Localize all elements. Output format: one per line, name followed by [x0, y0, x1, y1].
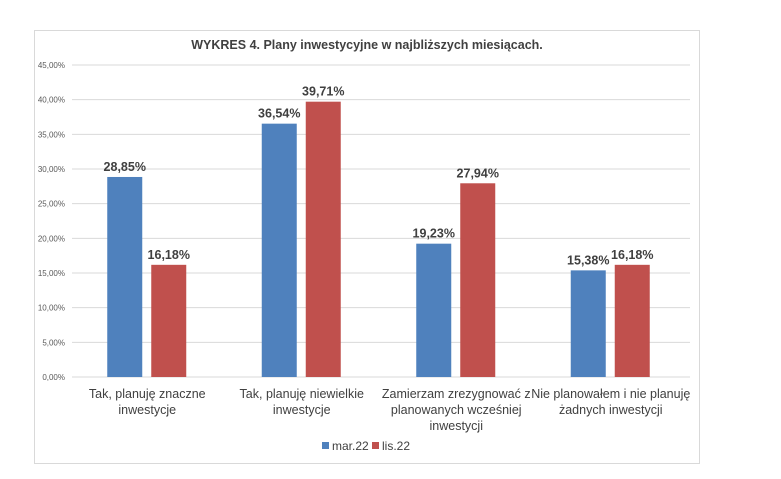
y-tick-label: 20,00%: [38, 234, 65, 243]
y-tick-label: 25,00%: [38, 200, 65, 209]
bar-mar.22: [107, 176, 143, 377]
y-tick-label: 0,00%: [42, 373, 65, 382]
chart-border: [34, 30, 700, 464]
data-label: 16,18%: [148, 248, 190, 262]
y-tick-label: 15,00%: [38, 269, 65, 278]
bar-mar.22: [261, 123, 297, 377]
data-label: 16,18%: [611, 248, 653, 262]
legend-label: mar.22: [332, 439, 369, 453]
data-label: 39,71%: [302, 85, 344, 99]
x-category-label: żadnych inwestycji: [559, 403, 663, 417]
x-category-label: Nie planowałem i nie planuję: [531, 387, 690, 401]
y-tick-label: 45,00%: [38, 61, 65, 70]
data-label: 15,38%: [567, 253, 609, 267]
x-category-label: inwestycji: [430, 419, 484, 433]
chart-title: WYKRES 4. Plany inwestycyjne w najbliższ…: [191, 38, 543, 52]
bar-lis.22: [305, 101, 341, 377]
y-tick-label: 35,00%: [38, 130, 65, 139]
x-category-label: planowanych wcześniej: [391, 403, 522, 417]
bar-lis.22: [614, 264, 650, 377]
bar-mar.22: [416, 243, 452, 377]
x-category-label: Tak, planuję niewielkie: [240, 387, 364, 401]
data-label: 36,54%: [258, 107, 300, 121]
legend-swatch: [372, 442, 379, 449]
x-category-label: inwestycje: [273, 403, 331, 417]
bar-mar.22: [570, 270, 606, 377]
data-label: 19,23%: [413, 227, 455, 241]
data-label: 27,94%: [457, 166, 499, 180]
bar-lis.22: [151, 264, 187, 377]
x-category-label: Zamierzam zrezygnować z: [382, 387, 531, 401]
data-label: 28,85%: [104, 160, 146, 174]
y-tick-label: 5,00%: [42, 338, 65, 347]
y-tick-label: 30,00%: [38, 165, 65, 174]
y-tick-label: 40,00%: [38, 96, 65, 105]
x-category-label: Tak, planuję znaczne: [89, 387, 206, 401]
bar-lis.22: [460, 183, 496, 377]
legend-swatch: [322, 442, 329, 449]
x-category-label: inwestycje: [118, 403, 176, 417]
y-tick-label: 10,00%: [38, 304, 65, 313]
legend-label: lis.22: [382, 439, 410, 453]
